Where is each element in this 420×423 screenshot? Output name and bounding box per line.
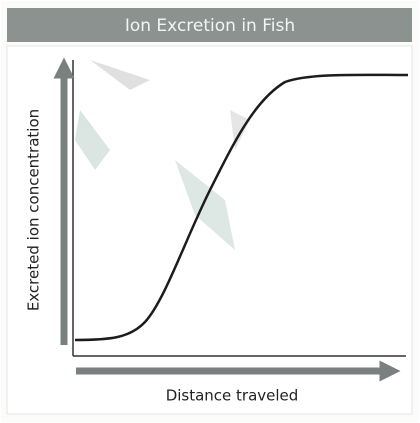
title: Ion Excretion in Fish <box>125 16 295 36</box>
x-axis-label: Distance traveled <box>166 387 299 405</box>
y-axis-label: Excreted ion concentration <box>25 109 43 311</box>
page: Ion Excretion in Fish Excreted ion conce… <box>0 0 420 423</box>
plot-panel <box>7 46 412 414</box>
figure: Ion Excretion in Fish Excreted ion conce… <box>0 0 420 423</box>
